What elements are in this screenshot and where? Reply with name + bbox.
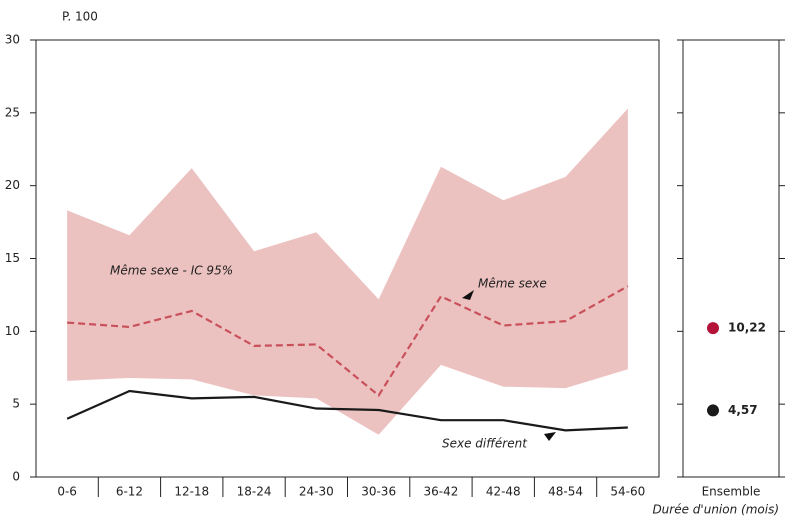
annotation: Sexe différent [442, 437, 528, 451]
x-tick-label: 6-12 [116, 485, 143, 499]
arrow [544, 432, 556, 441]
y-tick-label: 25 [5, 105, 20, 119]
overall-point [707, 404, 719, 417]
y-tick-label: 0 [12, 470, 20, 484]
annotation: Même sexe [478, 277, 547, 291]
y-tick-label: 20 [5, 178, 20, 192]
x-tick-label: 12-18 [174, 485, 209, 499]
x-tick-label: Ensemble [702, 485, 761, 499]
confidence-band [67, 108, 628, 435]
x-tick-label: 42-48 [486, 485, 521, 499]
annotation: Même sexe - IC 95% [110, 264, 233, 278]
series-line [67, 285, 629, 398]
x-tick-label: 24-30 [299, 485, 334, 499]
arrow [462, 290, 474, 300]
y-tick-label: 5 [12, 397, 20, 411]
y-tick-label: 30 [5, 33, 20, 47]
series-line [66, 389, 628, 432]
x-tick-label: 30-36 [361, 485, 396, 499]
x-tick-label: 48-54 [548, 485, 583, 499]
x-tick-label: 54-60 [610, 485, 645, 499]
x-tick-label: 0-6 [57, 485, 77, 499]
y-axis-label: P. 100 [62, 10, 98, 24]
x-tick-label: 18-24 [237, 485, 272, 499]
y-tick-label: 10 [5, 324, 20, 338]
x-tick-label: 36-42 [424, 485, 459, 499]
y-tick-label: 15 [5, 251, 20, 265]
value-label: 10,22 [728, 321, 766, 335]
x-axis-label: Durée d'union (mois) [652, 503, 779, 517]
overall-point [707, 322, 719, 335]
value-label: 4,57 [728, 403, 758, 417]
